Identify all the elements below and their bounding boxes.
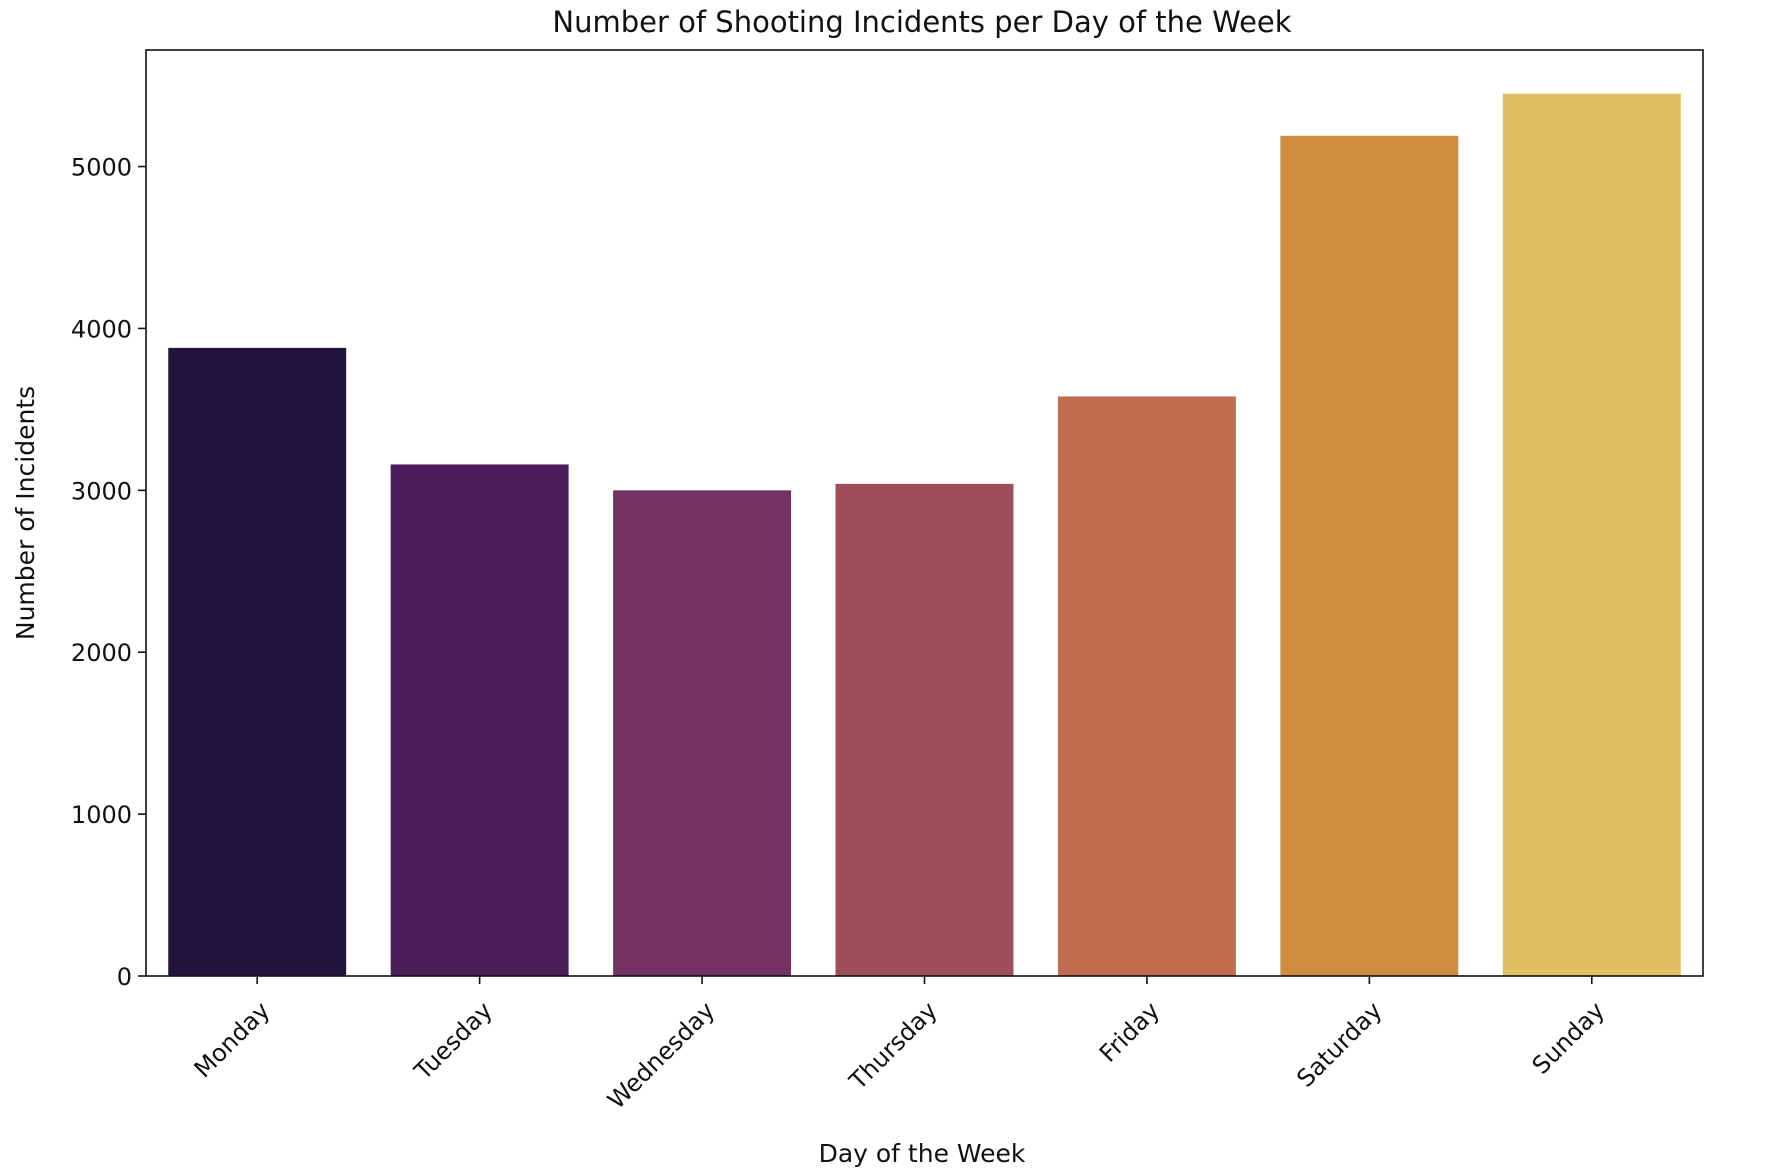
y-tick-label-0: 0 (117, 963, 132, 991)
bar-monday (168, 347, 347, 976)
bar-thursday (835, 483, 1014, 976)
bar-wednesday (613, 490, 792, 976)
bars-group (168, 93, 1681, 977)
x-tick-label-sunday: Sunday (1527, 996, 1610, 1079)
y-tick-label-5000: 5000 (71, 154, 132, 182)
x-axis: Monday Tuesday Wednesday Thursday Friday Satu… (189, 976, 1610, 1114)
x-axis-label: Day of the Week (819, 1139, 1026, 1168)
bar-tuesday (390, 464, 569, 976)
y-tick-label-1000: 1000 (71, 801, 132, 829)
y-tick-label-2000: 2000 (71, 639, 132, 667)
chart-title: Number of Shooting Incidents per Day of … (552, 5, 1291, 39)
x-tick-label-thursday: Thursday (843, 996, 942, 1095)
y-tick-label-4000: 4000 (71, 315, 132, 343)
y-tick-label-3000: 3000 (71, 477, 132, 505)
bar-friday (1057, 396, 1236, 976)
x-tick-label-saturday: Saturday (1291, 996, 1387, 1092)
y-axis: 0 1000 2000 3000 4000 5000 (71, 154, 146, 991)
x-tick-label-tuesday: Tuesday (408, 996, 498, 1086)
x-tick-label-monday: Monday (189, 996, 276, 1083)
x-tick-label-friday: Friday (1094, 996, 1165, 1067)
y-axis-label: Number of Incidents (11, 386, 40, 640)
bar-saturday (1280, 135, 1459, 976)
x-tick-label-wednesday: Wednesday (602, 996, 720, 1114)
bar-sunday (1502, 93, 1681, 977)
